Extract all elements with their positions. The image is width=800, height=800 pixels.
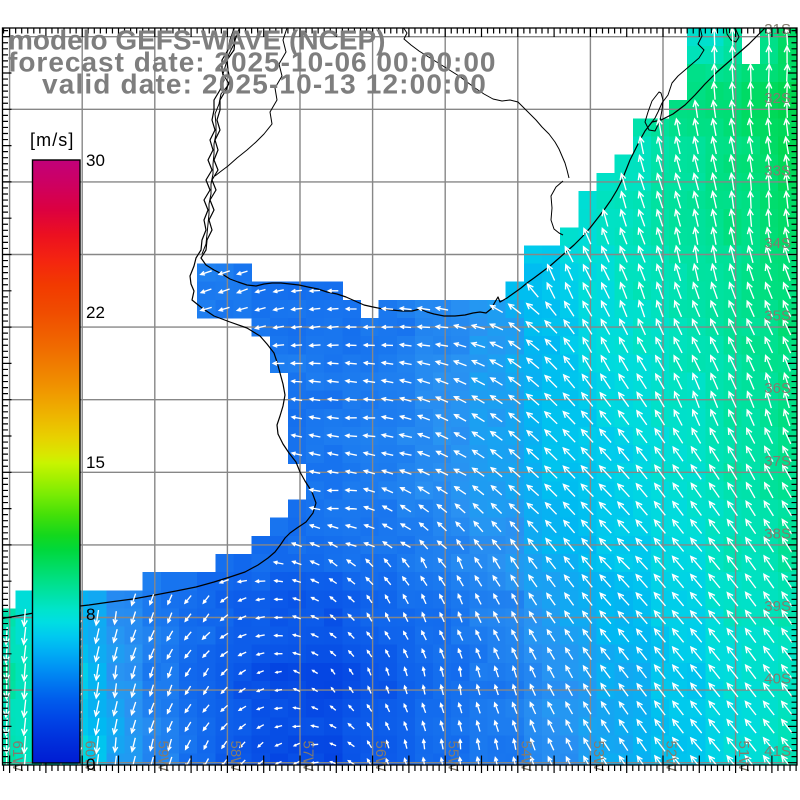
svg-text:forecast date: 2025-10-06 00:0: forecast date: 2025-10-06 00:00:00 — [8, 47, 496, 78]
svg-text:52W: 52W — [663, 741, 680, 773]
svg-text:0: 0 — [86, 755, 95, 774]
svg-text:8: 8 — [86, 605, 95, 624]
svg-text:36S: 36S — [764, 380, 791, 397]
svg-text:15: 15 — [86, 453, 105, 472]
svg-text:41S: 41S — [764, 743, 791, 760]
svg-text:54W: 54W — [517, 741, 534, 773]
svg-text:40S: 40S — [764, 671, 791, 688]
svg-text:modelo GEFS-WAVE (NCEP): modelo GEFS-WAVE (NCEP) — [8, 25, 386, 56]
svg-text:57W: 57W — [300, 741, 317, 773]
svg-text:61W: 61W — [9, 741, 26, 773]
svg-text:56W: 56W — [372, 741, 389, 773]
svg-text:60W: 60W — [82, 741, 99, 773]
svg-text:55W: 55W — [445, 741, 462, 773]
svg-text:39S: 39S — [764, 598, 791, 615]
svg-text:53W: 53W — [590, 741, 607, 773]
svg-text:51W: 51W — [735, 741, 752, 773]
svg-text:22: 22 — [86, 303, 105, 322]
svg-text:37S: 37S — [764, 453, 791, 470]
svg-text:38S: 38S — [764, 525, 791, 542]
svg-text:30: 30 — [86, 151, 105, 170]
svg-text:[m/s]: [m/s] — [30, 130, 75, 150]
svg-text:58W: 58W — [227, 741, 244, 773]
svg-text:35S: 35S — [764, 308, 791, 325]
svg-text:33S: 33S — [764, 162, 791, 179]
svg-text:valid date: 2025-10-13 12:00:0: valid date: 2025-10-13 12:00:00 — [42, 69, 487, 100]
svg-text:32S: 32S — [764, 90, 791, 107]
svg-text:59W: 59W — [154, 741, 171, 773]
svg-text:34S: 34S — [764, 235, 791, 252]
